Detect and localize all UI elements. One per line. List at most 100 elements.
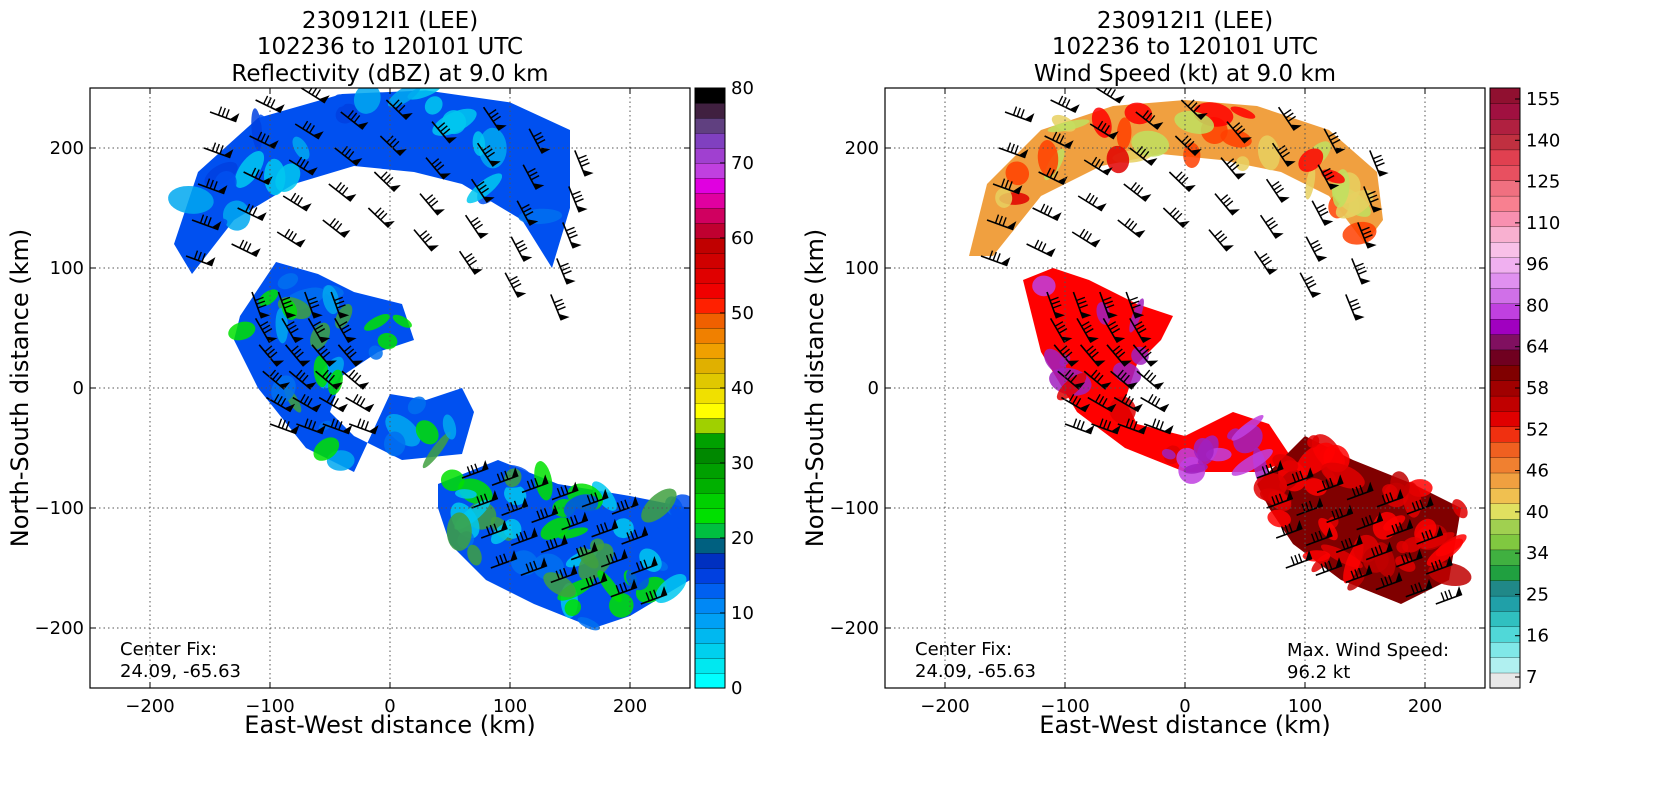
field-cell [415, 420, 439, 445]
wind-barb [1386, 518, 1414, 538]
field-cell [407, 396, 426, 415]
colorbar-tick-label: 80 [1526, 295, 1549, 316]
wind-barb [284, 344, 311, 367]
wind-barb [1091, 418, 1121, 435]
colorbar-segment [1489, 657, 1521, 674]
wind-barb [1050, 95, 1080, 113]
wind-barb [1326, 504, 1354, 524]
wind-barb [1087, 393, 1117, 413]
field-cell [440, 469, 465, 492]
wind-barb [419, 193, 445, 216]
grid-lines [90, 88, 690, 688]
wind-barb [315, 369, 343, 390]
wind-barb [1026, 239, 1056, 257]
wind-barb [528, 128, 551, 154]
field-cell [1005, 161, 1030, 186]
colorbar-segment [694, 462, 726, 479]
colorbar-segment [1489, 487, 1521, 504]
wind-barb [1435, 586, 1463, 605]
wind-barb [197, 178, 228, 195]
colorbar-tick-label: 46 [1526, 461, 1549, 482]
wind-barb [561, 511, 589, 531]
field-cell [368, 345, 383, 360]
wind-barb [1425, 556, 1453, 575]
colorbar-segment [1489, 364, 1521, 381]
colorbar-segment [694, 342, 726, 359]
field-cell [1131, 346, 1149, 365]
wind-barb [1132, 344, 1159, 367]
y-tick-label: 0 [868, 378, 879, 399]
wind-barb [1226, 121, 1252, 144]
colorbar-segment [1489, 87, 1521, 104]
field-cell [1161, 448, 1176, 460]
y-tick-label: 200 [845, 138, 879, 159]
wind-barb [413, 229, 439, 252]
wind-barb [277, 291, 297, 319]
colorbar-segment [1489, 641, 1521, 658]
wind-barb [1106, 344, 1132, 367]
colorbar-segment [694, 582, 726, 599]
wind-barb [1110, 369, 1138, 390]
field-cell [1414, 518, 1437, 543]
colorbar-segment [1489, 241, 1521, 258]
field-cell [455, 489, 477, 499]
wind-barb [296, 418, 326, 435]
field-cell [446, 512, 472, 552]
field-cell [1231, 415, 1264, 441]
wind-barb [345, 393, 375, 413]
wind-barb [231, 239, 261, 257]
colorbar-tick-label: 7 [1526, 667, 1537, 688]
y-tick-label: 0 [73, 378, 84, 399]
y-tick-label: 100 [50, 258, 84, 279]
field-cell [214, 171, 237, 196]
colorbar-segment [694, 612, 726, 629]
colorbar: 7 16 25 34 40 46 52 58 64 80 96 110 125 140 155 [1489, 87, 1560, 689]
wind-speed-panel: 230912I1 (LEE) 102236 to 120101 UTC Wind… [801, 8, 1560, 739]
wind-barb [1286, 467, 1314, 486]
colorbar-tick-label: 125 [1526, 172, 1560, 193]
colorbar-segment [694, 507, 726, 524]
wind-barb [1369, 150, 1389, 177]
wind-barb [501, 497, 529, 516]
colorbar-segment [694, 207, 726, 224]
wind-barb [521, 474, 549, 494]
wind-barb [1220, 157, 1246, 180]
field-cell [626, 566, 649, 591]
wind-barb [1315, 557, 1343, 576]
colorbar-segment [1489, 134, 1521, 151]
colorbar-segment [1489, 103, 1521, 120]
colorbar-segment [694, 192, 726, 209]
wind-barb [1049, 317, 1073, 344]
panel-title-line2: 102236 to 120101 UTC [1052, 34, 1318, 60]
wind-barb [258, 344, 285, 367]
wind-barb [1038, 167, 1068, 185]
colorbar-segment [694, 372, 726, 389]
panel-title-line3: Reflectivity (dBZ) at 9.0 km [231, 61, 548, 87]
colorbar-tick-label: 30 [731, 453, 754, 474]
field-cell [1193, 438, 1214, 462]
colorbar-segment [1489, 534, 1521, 551]
wind-barb [1265, 178, 1290, 203]
wind-barb [1311, 200, 1334, 226]
x-tick-label: −100 [1040, 696, 1089, 717]
field-cell [422, 431, 451, 469]
wind-barb [471, 490, 499, 509]
colorbar-segment [1489, 503, 1521, 520]
field-cell [1318, 517, 1338, 541]
panel-title-line1: 230912I1 (LEE) [302, 8, 478, 34]
colorbar-segment [1489, 272, 1521, 289]
x-tick-label: −100 [245, 696, 294, 717]
wind-barb [1323, 128, 1346, 154]
wind-barb [570, 541, 598, 561]
wind-barbs [980, 88, 1463, 605]
wind-barb [1143, 418, 1174, 435]
colorbar-segment [1489, 564, 1521, 581]
field-cell [466, 173, 503, 204]
wind-barb [470, 178, 495, 203]
wind-barb [1376, 488, 1404, 508]
wind-barb [568, 186, 588, 213]
wind-barb [1266, 490, 1294, 509]
field-cell [467, 544, 482, 566]
wind-barb [621, 526, 649, 545]
field-cell [392, 314, 412, 328]
